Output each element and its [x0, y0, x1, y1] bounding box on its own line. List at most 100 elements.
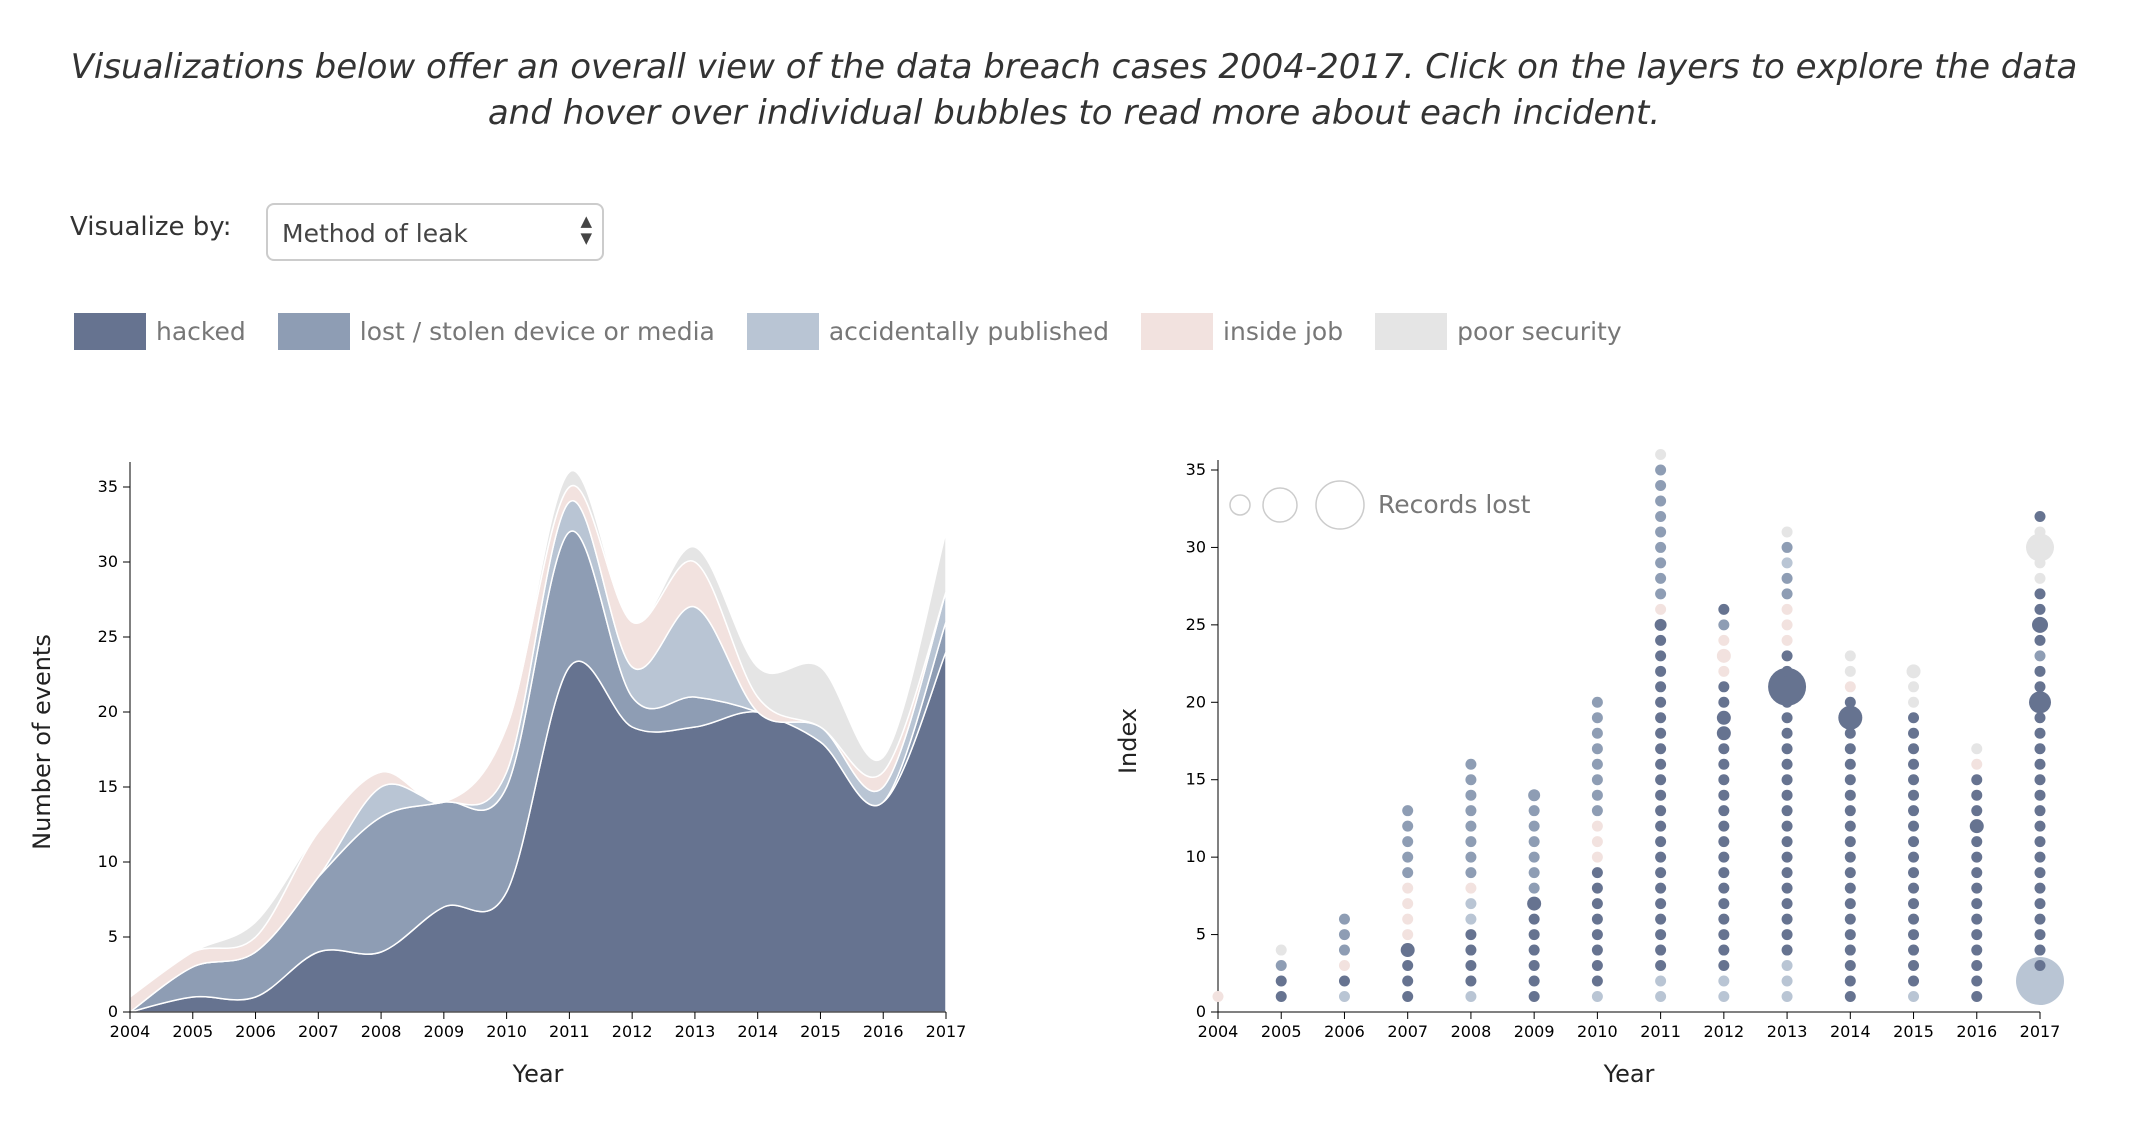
bubble-hacked[interactable]: [1781, 758, 1793, 770]
bubble-hacked[interactable]: [1655, 882, 1667, 894]
bubble-hacked[interactable]: [1655, 789, 1667, 801]
bubble-hacked[interactable]: [1528, 975, 1540, 987]
bubble-accidentally-published[interactable]: [1465, 991, 1477, 1003]
bubble-hacked[interactable]: [1528, 929, 1540, 941]
bubble-lost-stolen-device-or-media[interactable]: [1402, 851, 1414, 863]
bubble-hacked[interactable]: [1591, 913, 1603, 925]
bubble-hacked[interactable]: [1781, 789, 1793, 801]
bubble-lost-stolen-device-or-media[interactable]: [1591, 743, 1603, 755]
bubble-lost-stolen-device-or-media[interactable]: [1591, 727, 1603, 739]
bubble-hacked[interactable]: [1844, 991, 1856, 1003]
bubble-hacked[interactable]: [2034, 851, 2046, 863]
bubble-accidentally-published[interactable]: [1655, 991, 1667, 1003]
bubble-lost-stolen-device-or-media[interactable]: [1655, 572, 1667, 584]
bubble-accidentally-published[interactable]: [1781, 557, 1793, 569]
bubble-inside-job[interactable]: [1338, 960, 1350, 972]
bubble-lost-stolen-device-or-media[interactable]: [1655, 526, 1667, 538]
bubble-hacked[interactable]: [1465, 975, 1477, 987]
bubble-lost-stolen-device-or-media[interactable]: [1528, 836, 1540, 848]
bubble-inside-job[interactable]: [1971, 758, 1983, 770]
bubble-hacked[interactable]: [1528, 991, 1540, 1003]
bubble-hacked[interactable]: [1718, 913, 1730, 925]
bubble-lost-stolen-device-or-media[interactable]: [1275, 960, 1287, 972]
bubble-hacked[interactable]: [1655, 805, 1667, 817]
bubble-lost-stolen-device-or-media[interactable]: [1402, 805, 1414, 817]
bubble-hacked[interactable]: [1908, 820, 1920, 832]
bubble-lost-stolen-device-or-media[interactable]: [1465, 820, 1477, 832]
bubble-hacked[interactable]: [1591, 867, 1603, 879]
bubble-lost-stolen-device-or-media[interactable]: [1655, 588, 1667, 600]
bubble-hacked[interactable]: [1971, 991, 1983, 1003]
bubble-hacked[interactable]: [1465, 944, 1477, 956]
bubble-hacked[interactable]: [1844, 727, 1856, 739]
bubble-inside-job[interactable]: [1402, 882, 1414, 894]
bubble-hacked[interactable]: [1908, 929, 1920, 941]
bubble-hacked[interactable]: [1655, 634, 1667, 646]
bubble-hacked[interactable]: [1971, 836, 1983, 848]
bubble-hacked[interactable]: [2034, 960, 2046, 972]
bubble-inside-job[interactable]: [1212, 991, 1224, 1003]
bubble-accidentally-published[interactable]: [1718, 975, 1730, 987]
bubble-lost-stolen-device-or-media[interactable]: [1465, 805, 1477, 817]
bubble-accidentally-published[interactable]: [1465, 898, 1477, 910]
bubble-hacked[interactable]: [1465, 929, 1477, 941]
bubble-lost-stolen-device-or-media[interactable]: [1655, 541, 1667, 553]
bubble-hacked[interactable]: [1908, 774, 1920, 786]
bubble-lost-stolen-device-or-media[interactable]: [1338, 913, 1350, 925]
legend-item-poor-security[interactable]: poor security: [1375, 313, 1622, 350]
bubble-lost-stolen-device-or-media[interactable]: [1465, 758, 1477, 770]
bubble-accidentally-published[interactable]: [1781, 991, 1793, 1003]
bubble-inside-job[interactable]: [1402, 898, 1414, 910]
bubble-inside-job[interactable]: [1781, 603, 1793, 615]
bubble-hacked[interactable]: [1400, 943, 1415, 958]
bubble-lost-stolen-device-or-media[interactable]: [1591, 712, 1603, 724]
bubble-hacked[interactable]: [1838, 705, 1863, 730]
bubble-inside-job[interactable]: [1591, 836, 1603, 848]
bubble-hacked[interactable]: [1781, 867, 1793, 879]
bubble-hacked[interactable]: [1718, 929, 1730, 941]
bubble-hacked[interactable]: [2029, 691, 2051, 714]
bubble-hacked[interactable]: [1718, 867, 1730, 879]
bubble-accidentally-published[interactable]: [1338, 991, 1350, 1003]
bubble-hacked[interactable]: [2034, 712, 2046, 724]
bubble-hacked[interactable]: [1655, 820, 1667, 832]
bubble-lost-stolen-device-or-media[interactable]: [1402, 867, 1414, 879]
bubble-hacked[interactable]: [1718, 758, 1730, 770]
bubble-hacked[interactable]: [1971, 944, 1983, 956]
bubble-hacked[interactable]: [1655, 712, 1667, 724]
bubble-poor-security[interactable]: [2034, 526, 2046, 538]
bubble-hacked[interactable]: [1655, 696, 1667, 708]
bubble-hacked[interactable]: [1465, 960, 1477, 972]
bubble-hacked[interactable]: [1591, 882, 1603, 894]
legend-item-hacked[interactable]: hacked: [74, 313, 246, 350]
bubble-hacked[interactable]: [1781, 712, 1793, 724]
bubble-poor-security[interactable]: [1908, 696, 1920, 708]
bubble-hacked[interactable]: [1781, 665, 1793, 677]
bubble-inside-job[interactable]: [1781, 634, 1793, 646]
bubble-hacked[interactable]: [2034, 789, 2046, 801]
bubble-hacked[interactable]: [1971, 851, 1983, 863]
bubble-hacked[interactable]: [1781, 805, 1793, 817]
bubble-hacked[interactable]: [1718, 960, 1730, 972]
bubble-hacked[interactable]: [1655, 727, 1667, 739]
bubble-poor-security[interactable]: [2026, 533, 2054, 562]
bubble-hacked[interactable]: [2034, 634, 2046, 646]
bubble-hacked[interactable]: [1781, 774, 1793, 786]
bubble-lost-stolen-device-or-media[interactable]: [1655, 464, 1667, 476]
bubble-hacked[interactable]: [1908, 805, 1920, 817]
bubble-poor-security[interactable]: [1971, 743, 1983, 755]
bubble-hacked[interactable]: [1908, 836, 1920, 848]
bubble-hacked[interactable]: [1718, 805, 1730, 817]
bubble-hacked[interactable]: [1655, 681, 1667, 693]
bubble-hacked[interactable]: [1655, 743, 1667, 755]
bubble-lost-stolen-device-or-media[interactable]: [1528, 820, 1540, 832]
legend-item-inside-job[interactable]: inside job: [1141, 313, 1343, 350]
bubble-lost-stolen-device-or-media[interactable]: [1655, 479, 1667, 491]
bubble-accidentally-published[interactable]: [1591, 991, 1603, 1003]
bubble-inside-job[interactable]: [1655, 603, 1667, 615]
bubble-hacked[interactable]: [1402, 975, 1414, 987]
bubble-lost-stolen-device-or-media[interactable]: [1465, 774, 1477, 786]
bubble-accidentally-published[interactable]: [1781, 960, 1793, 972]
bubble-hacked[interactable]: [1591, 944, 1603, 956]
bubble-hacked[interactable]: [1908, 960, 1920, 972]
